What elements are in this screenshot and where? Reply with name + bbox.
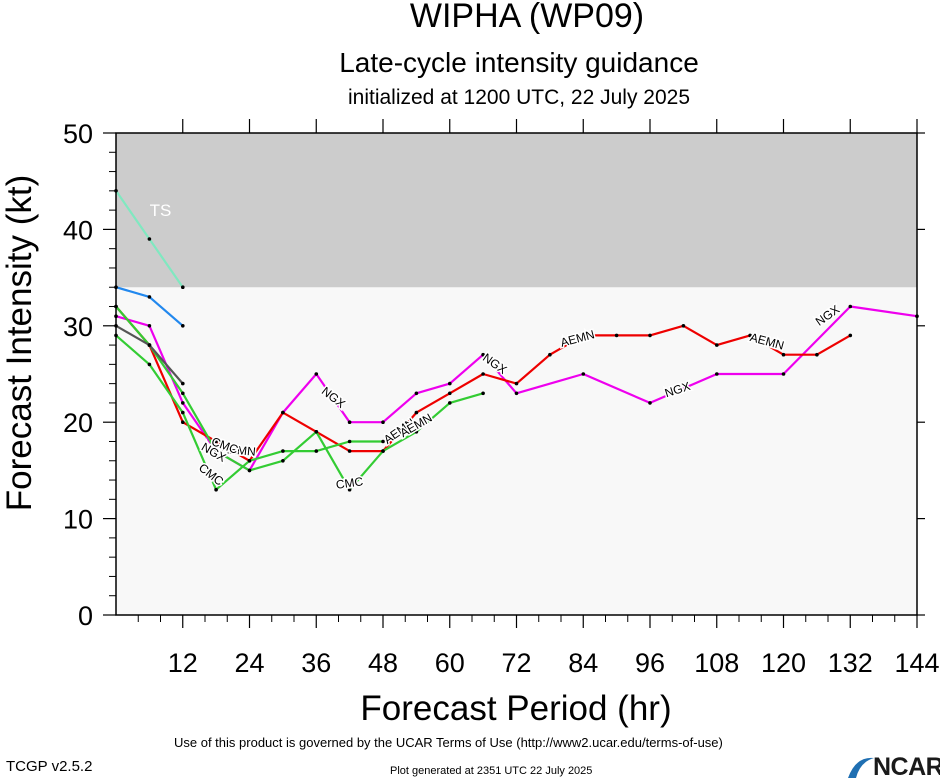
data-point xyxy=(414,410,419,415)
data-point xyxy=(781,372,786,376)
y-tick-label: 40 xyxy=(63,215,93,245)
data-point xyxy=(548,352,552,357)
data-point xyxy=(147,295,152,299)
data-point xyxy=(347,420,352,425)
chart-title: WIPHA (WP09) xyxy=(410,0,644,35)
x-tick-label: 96 xyxy=(635,648,665,678)
data-point xyxy=(614,333,619,338)
chart-subtitle: Late-cycle intensity guidance xyxy=(339,47,699,78)
data-point xyxy=(481,372,485,376)
data-point xyxy=(181,285,185,290)
data-point xyxy=(181,324,185,328)
data-point xyxy=(281,410,285,415)
y-tick-label: 10 xyxy=(63,505,93,535)
generated-timestamp: Plot generated at 2351 UTC 22 July 2025 xyxy=(390,765,593,777)
data-point xyxy=(448,401,452,405)
series-layer xyxy=(114,189,919,492)
data-point xyxy=(214,487,218,492)
data-point xyxy=(181,381,185,386)
data-point xyxy=(715,343,719,347)
axes-layer: 0 10 20 30 40 50 12 24 36 48 60 72 84 96 108 120 132 144 xyxy=(63,119,940,678)
x-tick-label: 84 xyxy=(568,648,598,678)
data-point xyxy=(147,343,152,347)
data-point xyxy=(781,352,786,357)
series-6 xyxy=(114,333,385,492)
data-point xyxy=(648,333,652,338)
data-point xyxy=(481,391,485,396)
y-tick-label: 50 xyxy=(63,119,93,149)
data-point xyxy=(181,391,185,396)
x-tick-label: 120 xyxy=(761,648,806,678)
terms-of-use-notice: Use of this product is governed by the U… xyxy=(174,735,723,750)
data-point xyxy=(181,410,185,415)
x-tick-label: 108 xyxy=(694,648,739,678)
data-point xyxy=(247,459,252,463)
data-point xyxy=(414,430,419,434)
data-point xyxy=(648,401,652,405)
data-point xyxy=(147,324,152,328)
x-tick-label: 48 xyxy=(368,648,398,678)
data-point xyxy=(214,439,218,444)
x-tick-label: 132 xyxy=(828,648,873,678)
data-point xyxy=(514,381,519,386)
model-label: CMC xyxy=(335,474,364,492)
x-tick-label: 144 xyxy=(894,648,939,678)
x-tick-label: 72 xyxy=(501,648,531,678)
data-point xyxy=(181,401,185,405)
data-point xyxy=(247,468,252,473)
data-point xyxy=(314,372,319,376)
data-point xyxy=(681,324,686,328)
y-tick-label: 30 xyxy=(63,312,93,342)
series-line xyxy=(115,305,484,491)
data-point xyxy=(381,449,385,453)
x-tick-label: 24 xyxy=(234,648,264,678)
x-tick-label: 60 xyxy=(435,648,465,678)
data-point xyxy=(414,391,419,396)
data-point xyxy=(181,420,185,425)
data-point xyxy=(715,372,719,376)
data-point xyxy=(147,362,152,367)
y-axis-label: Forecast Intensity (kt) xyxy=(0,175,39,511)
data-point xyxy=(347,439,352,444)
data-point xyxy=(347,487,352,492)
tropical-storm-band xyxy=(116,133,917,288)
model-label: AEMN xyxy=(221,442,257,459)
data-point xyxy=(748,333,752,338)
series-5 xyxy=(114,304,485,492)
data-point xyxy=(314,430,319,434)
band-label: TS xyxy=(150,201,172,220)
data-point xyxy=(381,420,385,425)
data-point xyxy=(848,304,853,309)
ncar-logo: NCAR xyxy=(846,752,940,781)
x-tick-label: 36 xyxy=(301,648,331,678)
y-tick-label: 0 xyxy=(78,601,93,631)
series-7 xyxy=(114,324,185,386)
data-point xyxy=(314,449,319,453)
data-point xyxy=(481,352,485,357)
data-point xyxy=(581,372,586,376)
data-point xyxy=(281,459,285,463)
version-label: TCGP v2.5.2 xyxy=(6,758,93,775)
y-tick-label: 20 xyxy=(63,408,93,438)
data-point xyxy=(448,391,452,396)
ncar-logo-text: NCAR xyxy=(873,753,940,781)
ncar-logo-mark-icon xyxy=(848,757,874,778)
chart-init-time: initialized at 1200 UTC, 22 July 2025 xyxy=(348,86,690,109)
data-point xyxy=(214,449,218,453)
data-point xyxy=(381,439,385,444)
data-point xyxy=(347,449,352,453)
data-point xyxy=(448,381,452,386)
x-axis-label: Forecast Period (hr) xyxy=(360,689,671,728)
x-tick-label: 12 xyxy=(168,648,198,678)
data-point xyxy=(514,391,519,396)
data-point xyxy=(581,333,586,338)
data-point xyxy=(281,449,285,453)
data-point xyxy=(147,237,152,241)
data-point xyxy=(848,333,853,338)
data-point xyxy=(815,352,819,357)
